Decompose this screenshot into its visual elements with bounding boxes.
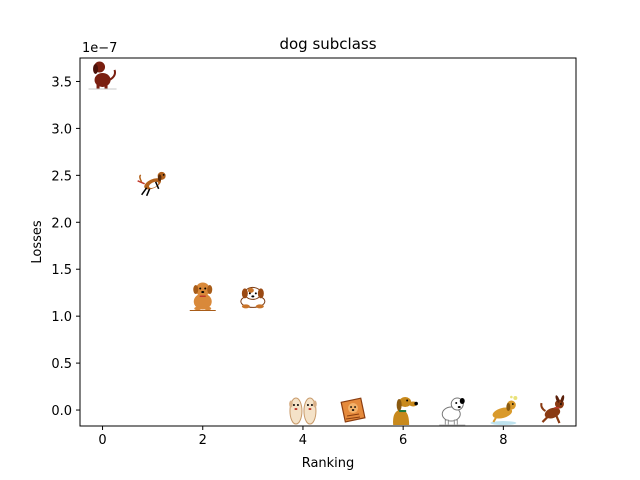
- data-points: [79, 57, 577, 427]
- x-tick-label: 8: [499, 433, 507, 448]
- y-axis-label: Losses: [30, 220, 45, 264]
- bathing-dog-icon: [487, 394, 520, 427]
- y-scale-offset: 1e−7: [82, 41, 117, 56]
- y-tick-label: 2.0: [51, 216, 72, 231]
- y-tick-label: 2.5: [51, 169, 72, 184]
- y-tick-label: 3.5: [51, 75, 72, 90]
- plot-background: [80, 58, 576, 426]
- sitting-brown-dog-icon: [86, 57, 119, 90]
- white-dog-icon: [437, 394, 470, 427]
- cartoon-hound-icon: [387, 394, 420, 427]
- y-tick-label: 3.0: [51, 122, 72, 137]
- x-tick-label: 0: [98, 433, 106, 448]
- lying-puppy-icon: [236, 281, 269, 314]
- sitting-tan-puppy-icon: [186, 279, 219, 312]
- x-tick-label: 4: [299, 433, 307, 448]
- running-beagle-icon: [136, 166, 169, 199]
- y-tick-label: 0.0: [51, 404, 72, 419]
- two-slippers-dog-icon: [286, 394, 319, 427]
- y-tick-label: 1.5: [51, 263, 72, 278]
- plot-frame: [79, 57, 577, 427]
- x-axis: 0 2 4 6 8: [98, 426, 507, 448]
- y-axis: 0.0 0.5 1.0 1.5 2.0 2.5 3.0 3.5: [51, 75, 80, 419]
- plot-area: [80, 58, 576, 426]
- chart-title: dog subclass: [279, 35, 376, 53]
- y-tick-label: 0.5: [51, 357, 72, 372]
- jumping-brown-dog-icon: [537, 394, 570, 427]
- x-tick-label: 2: [199, 433, 207, 448]
- x-tick-label: 6: [399, 433, 407, 448]
- y-tick-label: 1.0: [51, 310, 72, 325]
- x-axis-label: Ranking: [302, 456, 355, 471]
- dog-card-icon: [337, 394, 370, 427]
